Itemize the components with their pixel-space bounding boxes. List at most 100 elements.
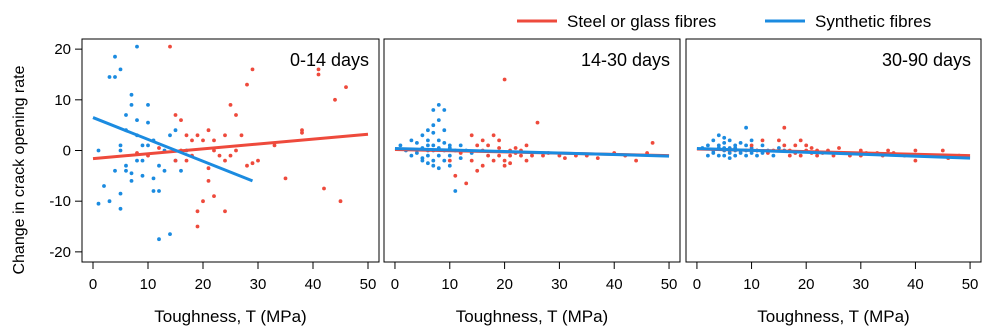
data-point — [118, 206, 123, 211]
data-point — [727, 156, 732, 161]
data-point — [300, 128, 304, 133]
data-point — [480, 138, 485, 143]
data-point — [426, 143, 430, 148]
regression-line — [92, 132, 369, 161]
data-point — [706, 153, 710, 158]
data-point — [162, 168, 167, 173]
data-point — [157, 189, 161, 193]
data-point — [436, 118, 441, 122]
data-point — [124, 163, 128, 168]
panel-title: 30-90 days — [882, 50, 971, 70]
data-point — [793, 143, 798, 148]
data-point — [475, 143, 480, 148]
legend-label: Synthetic fibres — [815, 12, 931, 31]
y-tick-label: 20 — [54, 41, 71, 58]
data-point — [722, 141, 727, 145]
y-tick-label: -10 — [49, 193, 71, 210]
data-point — [283, 176, 288, 181]
data-point — [168, 232, 172, 237]
data-point — [118, 67, 123, 72]
data-point — [135, 44, 139, 49]
data-point — [777, 138, 781, 143]
data-point — [206, 128, 211, 133]
data-point — [809, 146, 814, 150]
data-point — [447, 163, 452, 168]
data-point — [223, 133, 227, 138]
regression-line — [92, 116, 254, 183]
data-point — [140, 173, 145, 178]
data-point — [135, 118, 139, 122]
data-point — [497, 146, 501, 150]
data-point — [447, 158, 452, 163]
panel-frame — [685, 38, 982, 263]
data-point — [524, 158, 529, 163]
data-point — [206, 179, 211, 183]
data-point — [250, 67, 255, 72]
data-point — [272, 143, 277, 148]
data-point — [129, 179, 134, 183]
data-point — [409, 153, 414, 158]
data-point — [777, 146, 781, 150]
data-point — [426, 138, 430, 143]
data-point — [239, 133, 244, 138]
data-point — [113, 75, 117, 79]
x-axis-label: Toughness, T (MPa) — [757, 307, 909, 326]
data-point — [223, 158, 227, 163]
data-point — [436, 103, 441, 107]
data-point — [436, 153, 441, 158]
data-point — [217, 153, 222, 158]
data-point — [722, 135, 727, 140]
data-point — [195, 133, 200, 138]
plot-area — [394, 77, 670, 193]
legend-item: Synthetic fibres — [765, 12, 931, 31]
regression-line — [696, 146, 971, 160]
data-point — [113, 168, 117, 173]
data-point — [447, 153, 452, 158]
panel-frame — [383, 38, 681, 263]
data-point — [234, 113, 238, 117]
data-point — [426, 153, 430, 158]
data-point — [458, 143, 463, 148]
data-point — [184, 158, 189, 163]
data-point — [464, 181, 469, 186]
data-point — [157, 146, 161, 150]
data-point — [431, 163, 436, 168]
data-point — [102, 184, 106, 188]
data-point — [804, 143, 809, 148]
data-point — [749, 143, 754, 148]
data-point — [530, 153, 534, 158]
data-point — [173, 158, 178, 163]
legend-label: Steel or glass fibres — [567, 12, 716, 31]
x-tick-label: 10 — [441, 276, 458, 293]
data-point — [722, 153, 727, 158]
data-point — [738, 141, 743, 145]
data-point — [837, 146, 841, 150]
data-point — [168, 133, 172, 138]
data-point — [212, 138, 216, 143]
data-point — [426, 161, 430, 166]
data-point — [140, 158, 145, 163]
data-point — [469, 158, 474, 163]
data-point — [442, 108, 447, 112]
data-point — [508, 161, 512, 166]
x-axis-label: Toughness, T (MPa) — [456, 307, 608, 326]
data-point — [431, 108, 436, 112]
data-point — [886, 148, 890, 153]
data-point — [524, 143, 529, 148]
data-point — [300, 130, 304, 135]
data-point — [173, 113, 178, 117]
x-tick-label: 20 — [798, 276, 815, 293]
data-point — [245, 163, 249, 168]
data-point — [502, 77, 507, 82]
x-tick-label: 40 — [606, 276, 623, 293]
data-point — [453, 173, 458, 178]
data-point — [190, 138, 194, 143]
data-point — [173, 128, 178, 133]
x-tick-label: 50 — [360, 276, 377, 293]
data-point — [398, 143, 403, 148]
data-point — [96, 201, 101, 206]
data-point — [426, 128, 430, 133]
data-point — [447, 143, 452, 148]
x-tick-label: 0 — [693, 276, 701, 293]
data-point — [322, 186, 326, 191]
